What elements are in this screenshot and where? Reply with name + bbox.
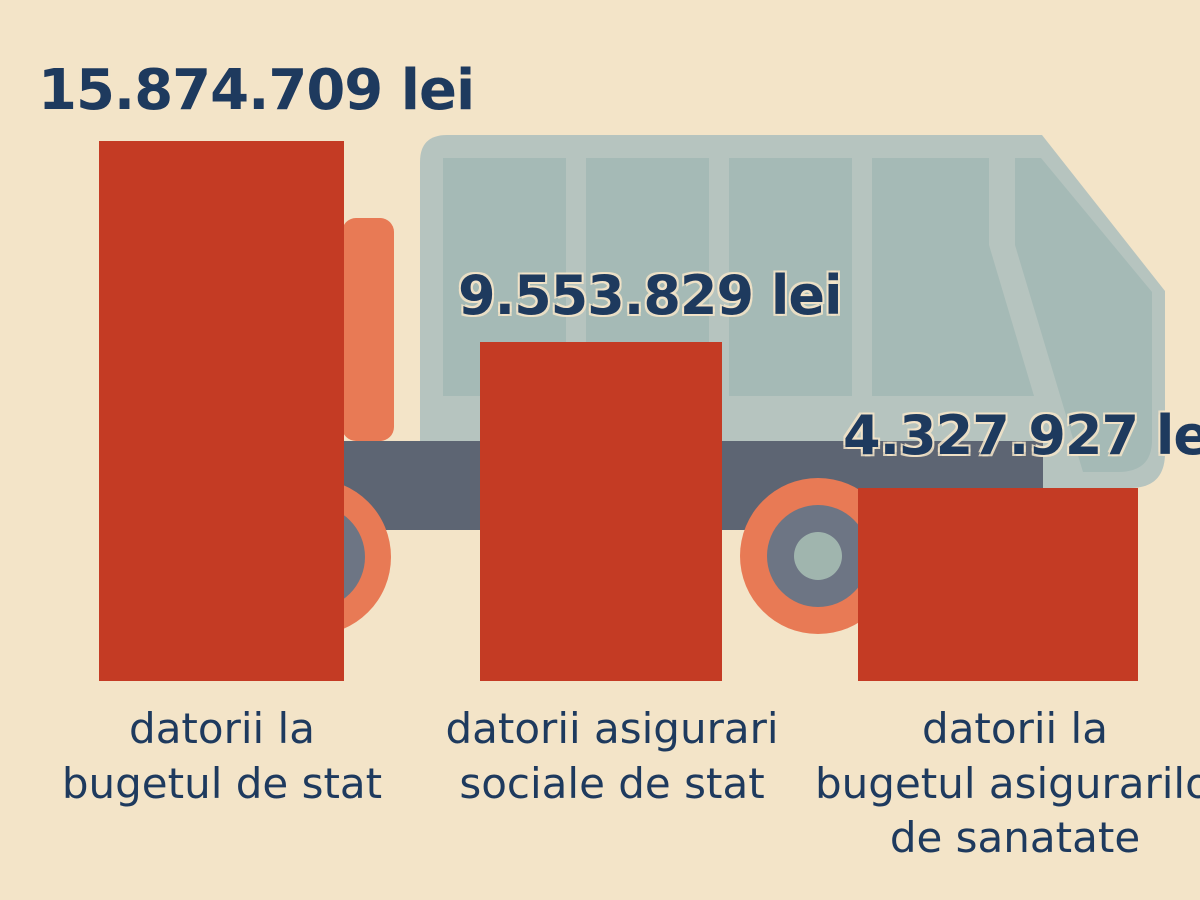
category-label-asigurari-sociale: datorii asigurari sociale de stat	[412, 702, 812, 811]
category-label-asigurari-sanatate: datorii la bugetul asigurarilor de sanat…	[815, 702, 1200, 866]
truck-panel-3	[729, 158, 852, 396]
category-label-line: datorii la	[129, 704, 315, 753]
category-label-line: datorii asigurari	[445, 704, 779, 753]
value-label-bugetul-de-stat: 15.874.709 lei	[38, 58, 475, 123]
truck-panel-4	[872, 158, 1034, 396]
category-label-line: bugetul asigurarilor	[815, 758, 1200, 808]
value-label-asigurari-sanatate: 4.327.927 lei	[843, 404, 1200, 467]
category-label-bugetul-de-stat: datorii la bugetul de stat	[22, 702, 422, 811]
category-label-line: datorii la	[922, 704, 1108, 753]
category-label-line: sociale de stat	[459, 758, 765, 808]
value-label-asigurari-sociale: 9.553.829 lei	[458, 264, 842, 327]
category-label-line: bugetul de stat	[61, 758, 383, 808]
bar-datorii-asigurari-sociale	[480, 342, 722, 681]
truck-wheel-front	[740, 478, 896, 634]
bar-datorii-asigurari-sanatate	[858, 488, 1138, 681]
category-label-line: de sanatate	[889, 813, 1141, 863]
truck-rear-loader	[342, 218, 394, 441]
bar-datorii-bugetul-de-stat	[99, 141, 344, 681]
truck-cab-window	[1015, 158, 1152, 472]
